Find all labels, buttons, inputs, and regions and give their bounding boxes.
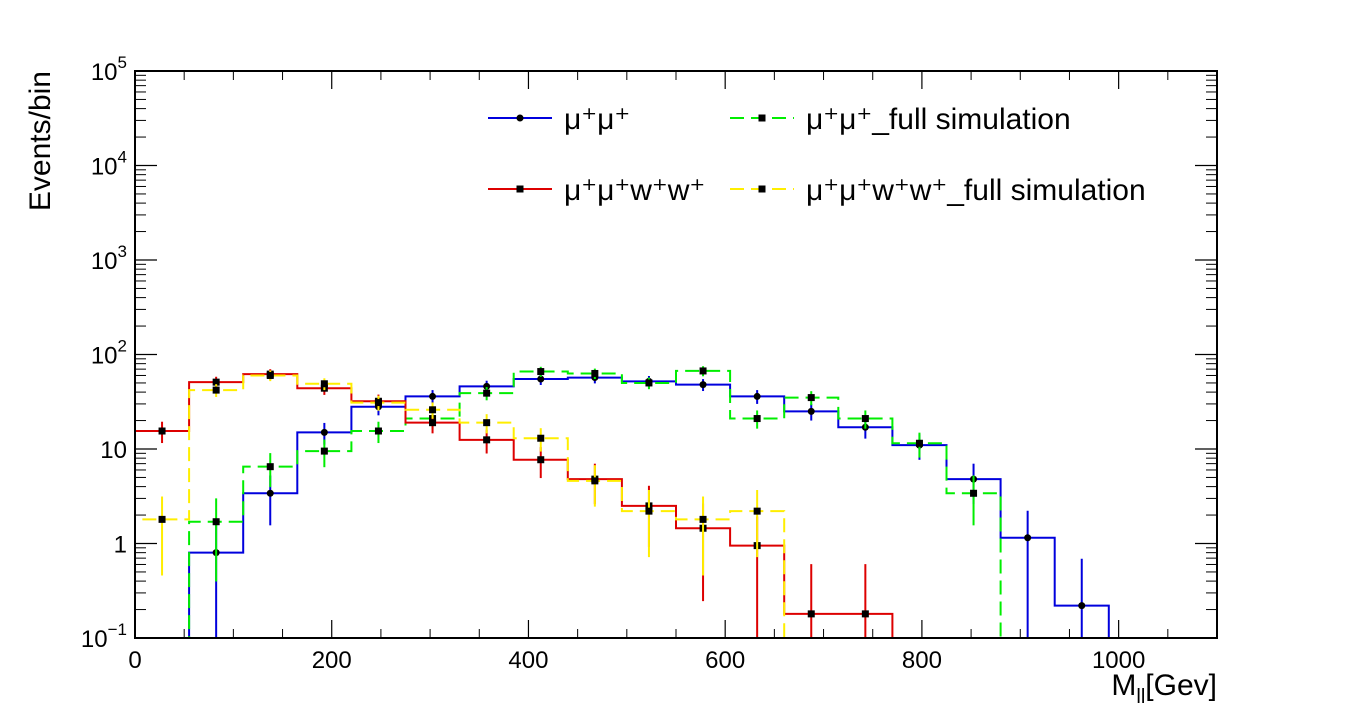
- legend-label: μ⁺μ⁺w⁺w⁺: [564, 174, 705, 207]
- x-tick-label: 400: [508, 647, 548, 674]
- data-point: [429, 406, 437, 414]
- data-point: [483, 436, 491, 444]
- y-tick-label: 102: [91, 337, 127, 370]
- data-point: [970, 489, 978, 497]
- data-point: [429, 419, 437, 427]
- data-point: [537, 434, 545, 442]
- data-point: [266, 371, 274, 379]
- data-point: [158, 427, 166, 435]
- data-point: [483, 389, 491, 397]
- data-point: [807, 394, 815, 402]
- legend-marker: [758, 185, 766, 193]
- data-point: [861, 610, 869, 618]
- data-point: [591, 369, 599, 377]
- data-point: [915, 439, 923, 447]
- y-tick-label: 1: [114, 532, 127, 559]
- data-point: [212, 518, 220, 526]
- legend-marker: [758, 114, 766, 122]
- data-point: [320, 380, 328, 388]
- data-point: [483, 419, 491, 427]
- data-point: [645, 379, 653, 387]
- data-point: [537, 368, 545, 376]
- data-point: [699, 381, 707, 389]
- data-point: [753, 392, 761, 400]
- y-tick-label: 10−1: [81, 620, 127, 653]
- data-point: [1024, 534, 1032, 542]
- x-axis-label: Mll[Gev]: [1111, 669, 1217, 708]
- legend-label: μ⁺μ⁺_full simulation: [806, 103, 1071, 136]
- y-tick-label: 105: [91, 53, 127, 86]
- legend-label: μ⁺μ⁺: [564, 103, 630, 136]
- data-point: [537, 456, 545, 464]
- data-point: [1078, 602, 1086, 610]
- data-point: [699, 367, 707, 375]
- data-point: [753, 507, 761, 515]
- legend-marker: [516, 185, 524, 193]
- data-point: [212, 386, 220, 394]
- data-point: [807, 407, 815, 415]
- y-tick-label: 10: [100, 437, 127, 464]
- data-point: [266, 489, 274, 497]
- data-point: [861, 415, 869, 423]
- data-point: [374, 427, 382, 435]
- data-point: [753, 415, 761, 423]
- data-point: [266, 463, 274, 471]
- data-point: [374, 399, 382, 407]
- data-point: [429, 392, 437, 400]
- x-tick-label: 0: [128, 647, 141, 674]
- data-point: [699, 515, 707, 523]
- x-tick-label: 1000: [1092, 647, 1145, 674]
- data-point: [483, 382, 491, 390]
- y-axis-label: Events/bin: [24, 71, 57, 211]
- x-tick-label: 800: [902, 647, 942, 674]
- data-point: [158, 515, 166, 523]
- x-tick-label: 600: [705, 647, 745, 674]
- series-line: [135, 369, 1217, 639]
- data-point: [537, 375, 545, 383]
- legend-marker: [516, 114, 524, 122]
- data-point: [212, 378, 220, 386]
- data-point: [320, 447, 328, 455]
- x-tick-label: 200: [312, 647, 352, 674]
- data-point: [807, 610, 815, 618]
- data-point: [591, 477, 599, 485]
- data-point: [320, 428, 328, 436]
- y-tick-label: 103: [91, 242, 127, 275]
- legend-label: μ⁺μ⁺w⁺w⁺_full simulation: [806, 174, 1146, 207]
- y-tick-label: 104: [91, 148, 127, 181]
- data-point: [645, 507, 653, 515]
